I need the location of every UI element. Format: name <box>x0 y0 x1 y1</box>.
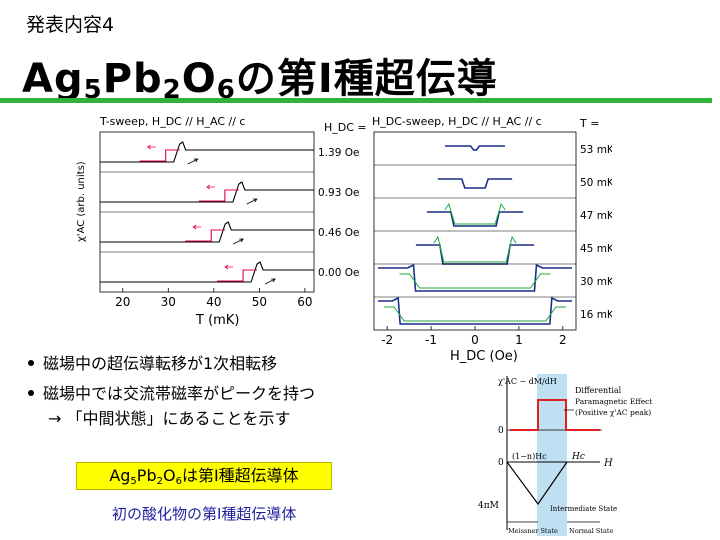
t-heating-curve <box>100 181 314 203</box>
t-cooling-curve <box>217 269 258 282</box>
t-panel-label: 1.39 Oe <box>318 147 359 159</box>
h-x-tick-label: -2 <box>381 333 393 347</box>
h-legend-title: T = <box>579 117 599 130</box>
bullet-dot <box>28 359 34 366</box>
t-heating-arrow <box>187 158 199 165</box>
bullet-text: 磁場中では交流帯磁率がピークを持つ <box>43 384 316 403</box>
t-ylabel: χ'AC (arb. units) <box>76 161 87 242</box>
title-part: の第I種超伝導 <box>235 56 498 102</box>
title-subscript: 5 <box>83 75 103 105</box>
t-heating-curve <box>100 141 314 163</box>
susceptibility-figure: T-sweep, H_DC // H_AC // c H_DC = χ'AC (… <box>76 115 612 364</box>
magnetization-curve <box>506 461 568 506</box>
title-part: Ag <box>22 56 84 102</box>
t-cooling-arrow <box>192 224 202 230</box>
h-sweep-down-curve <box>415 244 535 265</box>
h-sweep-up-curve <box>433 235 517 263</box>
h-sweep-down-curve <box>445 145 505 151</box>
title-part: O <box>181 56 217 102</box>
title-divider <box>0 98 712 103</box>
moment-label: 4πM <box>478 501 499 511</box>
t-sweep-plot: T-sweep, H_DC // H_AC // c H_DC = χ'AC (… <box>76 115 367 328</box>
bullet-item: 磁場中では交流帯磁率がピークを持つ <box>28 380 315 404</box>
h-panel-label: 53 mK <box>580 144 612 156</box>
h-xlabel: H_DC (Oe) <box>450 349 518 364</box>
h-sweep-down-curve <box>378 263 572 292</box>
bullet-item: 磁場中の超伝導転移が1次相転移 <box>28 350 277 374</box>
box-subscript: 2 <box>156 476 163 487</box>
box-subscript: 6 <box>175 476 182 487</box>
t-cooling-curve <box>185 229 226 242</box>
t-heating-curve <box>100 221 314 243</box>
h-x-tick-label: 2 <box>559 333 567 347</box>
box-part: Pb <box>136 466 157 485</box>
t-xlabel: T (mK) <box>195 313 239 328</box>
h-sweep-plot: H_DC-sweep, H_DC // H_AC // c T = H_DC (… <box>372 115 612 364</box>
conclusion-box: Ag5Pb2O6は第I種超伝導体 <box>76 462 332 490</box>
h-sweep-up-curve <box>384 306 566 322</box>
title-part: Pb <box>102 56 163 102</box>
t-x-tick-label: 40 <box>206 295 221 309</box>
t-heating-arrow <box>264 278 276 285</box>
t-x-tick-label: 60 <box>297 295 312 309</box>
chi-curve <box>510 399 600 431</box>
intermediate-state-diagram: χ'AC − dM/dH 0 0 4πM H (1−n)Hc Hc Differ… <box>478 374 652 536</box>
diff-label-1: Differential <box>575 386 622 395</box>
h-x-tick-label: 0 <box>471 333 479 347</box>
h-sweep-title: H_DC-sweep, H_DC // H_AC // c <box>372 115 542 128</box>
t-x-tick-label: 20 <box>115 295 130 309</box>
t-x-tick-label: 50 <box>252 295 267 309</box>
t-cooling-arrow <box>146 144 156 150</box>
slide-kicker: 発表内容4 <box>26 14 115 36</box>
t-cooling-curve <box>198 189 239 202</box>
hc-label: Hc <box>571 452 585 462</box>
h-panel-label: 47 mK <box>580 210 612 222</box>
title-subscript: 6 <box>216 75 236 105</box>
zero-label-bottom: 0 <box>498 458 504 468</box>
intermediate-label: Intermediate State <box>550 505 617 513</box>
t-heating-arrow <box>246 198 258 205</box>
t-heating-curve <box>100 261 314 283</box>
h-panel-label: 30 mK <box>580 276 612 288</box>
t-panel-label: 0.46 Oe <box>318 227 359 239</box>
h-panel-label: 45 mK <box>580 243 612 255</box>
h-panel-label: 50 mK <box>580 177 612 189</box>
meissner-label: Meissner State <box>508 527 558 535</box>
h-sweep-up-curve <box>399 273 551 289</box>
field-label: H <box>603 458 613 469</box>
hc-low-label: (1−n)Hc <box>512 452 547 461</box>
footnote: 初の酸化物の第I種超伝導体 <box>112 505 297 523</box>
t-panel-label: 0.00 Oe <box>318 267 359 279</box>
t-legend-title: H_DC = <box>324 121 367 134</box>
t-panel-label: 0.93 Oe <box>318 187 359 199</box>
bullet-subtext: → 「中間状態」にあることを示す <box>48 409 291 428</box>
normal-label: Normal State <box>569 527 613 535</box>
chi-label: χ'AC − dM/dH <box>498 377 557 386</box>
h-sweep-down-curve <box>437 178 513 189</box>
h-panel-label: 16 mK <box>580 309 612 321</box>
title-subscript: 2 <box>162 75 182 105</box>
t-sweep-title: T-sweep, H_DC // H_AC // c <box>99 115 245 128</box>
diff-label-3: (Positive χ'AC peak) <box>575 408 651 417</box>
box-part: O <box>162 466 176 485</box>
h-sweep-up-curve <box>444 202 506 225</box>
h-x-tick-label: -1 <box>425 333 437 347</box>
box-part: Ag <box>109 466 131 485</box>
slide-title: Ag5Pb2O6の第I種超伝導 <box>22 46 498 105</box>
t-x-tick-label: 30 <box>161 295 176 309</box>
box-part: は第I種超伝導体 <box>181 466 299 485</box>
h-sweep-down-curve <box>378 296 572 325</box>
bullet-text: 磁場中の超伝導転移が1次相転移 <box>43 354 278 373</box>
t-cooling-arrow <box>224 264 234 270</box>
t-cooling-curve <box>139 149 180 162</box>
box-subscript: 5 <box>130 476 137 487</box>
h-x-tick-label: 1 <box>515 333 523 347</box>
h-sweep-down-curve <box>426 211 524 227</box>
zero-label-top: 0 <box>498 426 504 436</box>
t-cooling-arrow <box>206 184 215 190</box>
bullet-dot <box>28 389 34 396</box>
diff-label-2: Paramagnetic Effect <box>575 397 652 406</box>
t-heating-arrow <box>233 238 244 245</box>
